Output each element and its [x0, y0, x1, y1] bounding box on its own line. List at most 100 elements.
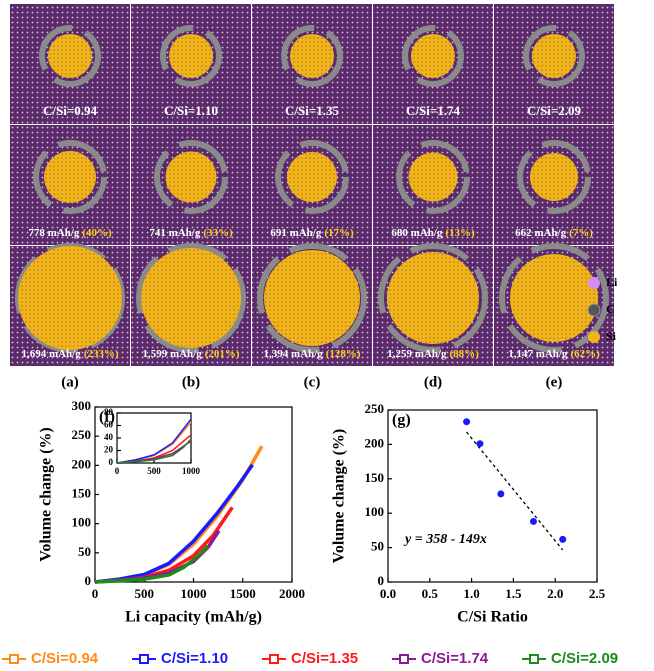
cell-text: (62%) — [570, 348, 600, 360]
si-core — [165, 151, 217, 203]
si-core — [18, 246, 122, 350]
series-line — [117, 437, 191, 463]
legend-label: C/Si=1.35 — [291, 650, 358, 667]
c-label: C — [606, 302, 615, 316]
x-tick-label: 0.5 — [422, 586, 439, 601]
cell-label: 1,259 mAh/g (88%) — [387, 348, 479, 360]
x-tick-label: 0 — [92, 586, 99, 601]
carbon-shell — [378, 243, 488, 353]
x-tick-label: 1000 — [181, 586, 207, 601]
y-tick-label: 100 — [72, 515, 92, 530]
panel-label: (d) — [424, 374, 442, 390]
point — [559, 535, 567, 543]
si-core — [387, 252, 479, 344]
series-line — [117, 433, 191, 463]
legend-label: C/Si=1.10 — [161, 650, 228, 667]
carbon-shell — [33, 140, 107, 214]
y-tick-label: 200 — [72, 456, 92, 471]
panel-label: (c) — [304, 374, 321, 390]
y-tick-label: 150 — [365, 470, 385, 485]
y-tick-label: 40 — [104, 432, 114, 442]
si-core — [408, 152, 458, 202]
cell-label: C/Si=0.94 — [43, 103, 97, 118]
cell-text: (13%) — [445, 227, 475, 239]
y-tick-label: 0 — [85, 573, 92, 588]
y-axis-label: Volume change (%) — [331, 429, 348, 564]
cell-label: 1,694 mAh/g (233%) — [21, 348, 118, 360]
si-core — [510, 254, 598, 342]
cell-text: C/Si=1.74 — [406, 103, 460, 118]
cell-text: 680 mAh/g — [391, 227, 443, 239]
carbon-shell — [136, 243, 246, 353]
x-tick-label: 1.5 — [505, 586, 522, 601]
x-tick-label: 0.0 — [380, 586, 396, 601]
y-tick-label: 50 — [371, 539, 384, 554]
cell-text: 1,259 mAh/g — [387, 348, 447, 360]
x-axis-label: C/Si Ratio — [457, 609, 528, 626]
cell-text: (88%) — [449, 348, 479, 360]
cell-text: 662 mAh/g — [515, 227, 567, 239]
panel-label: (g) — [392, 412, 411, 429]
y-tick-label: 100 — [365, 504, 385, 519]
plot-frame — [387, 409, 598, 583]
cell-text: 1,394 mAh/g — [263, 348, 323, 360]
si-core — [290, 34, 334, 78]
x-tick-label: 2.0 — [547, 586, 563, 601]
cell-label: C/Si=1.10 — [164, 103, 218, 118]
panel-label: (b) — [182, 374, 200, 390]
legend-marker — [269, 654, 279, 664]
y-tick-label: 300 — [72, 398, 92, 413]
cell-label: 662 mAh/g (7%) — [515, 227, 593, 239]
carbon-shell — [154, 140, 228, 214]
point — [476, 440, 484, 448]
carbon-shell — [257, 243, 367, 353]
series-line — [94, 544, 210, 584]
series-line — [117, 417, 191, 463]
carbon-shell — [499, 243, 609, 353]
legend-marker — [9, 654, 19, 664]
cell-text: 1,694 mAh/g — [21, 348, 81, 360]
cell-text: 778 mAh/g — [28, 227, 80, 239]
si-core — [44, 151, 96, 203]
cell-text: (7%) — [569, 227, 593, 239]
point — [497, 490, 505, 498]
y-tick-label: 150 — [72, 485, 92, 500]
legend-marker — [139, 654, 149, 664]
cell-text: 1,599 mAh/g — [142, 348, 202, 360]
si-core — [48, 34, 92, 78]
panel-label: (f) — [99, 409, 115, 426]
si-core — [169, 34, 213, 78]
cell-label: 680 mAh/g (13%) — [391, 227, 475, 239]
fit-equation: y = 358 - 149x — [403, 532, 487, 547]
cell-text: (233%) — [84, 348, 119, 360]
legend-label: C/Si=2.09 — [551, 650, 618, 667]
cell-text: (17%) — [324, 227, 354, 239]
carbon-shell — [160, 25, 222, 87]
point — [529, 517, 537, 525]
y-tick-label: 200 — [365, 435, 385, 450]
y-tick-label: 80 — [104, 407, 114, 417]
cell-text: (33%) — [203, 227, 233, 239]
cell-label: C/Si=1.35 — [285, 103, 339, 118]
cell-label: 1,599 mAh/g (201%) — [142, 348, 239, 360]
carbon-shell — [396, 140, 470, 214]
x-tick-label: 0 — [115, 466, 120, 476]
legend-marker — [399, 654, 409, 664]
cell-text: 1,147 mAh/g — [508, 348, 568, 360]
si-label: Si — [606, 329, 617, 343]
cell-label: 741 mAh/g (33%) — [149, 227, 233, 239]
x-tick-label: 1500 — [230, 586, 256, 601]
si-core — [411, 34, 455, 78]
cell-text: C/Si=1.35 — [285, 103, 339, 118]
point — [463, 418, 471, 426]
legend-marker — [529, 654, 539, 664]
panel-label: (a) — [61, 374, 79, 390]
y-tick-label: 20 — [104, 445, 114, 455]
y-tick-label: 0 — [378, 573, 385, 588]
cell-label: C/Si=1.74 — [406, 103, 460, 118]
cell-label: 1,147 mAh/g (62%) — [508, 348, 600, 360]
x-tick-label: 2.5 — [589, 586, 606, 601]
si-core — [264, 250, 360, 346]
x-tick-label: 500 — [135, 586, 155, 601]
